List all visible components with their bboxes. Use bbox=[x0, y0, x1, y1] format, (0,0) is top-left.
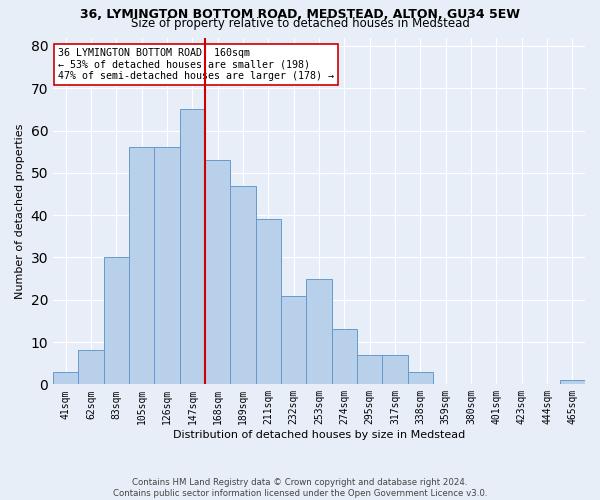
X-axis label: Distribution of detached houses by size in Medstead: Distribution of detached houses by size … bbox=[173, 430, 465, 440]
Bar bbox=[382, 354, 407, 384]
Bar bbox=[407, 372, 433, 384]
Bar bbox=[154, 148, 179, 384]
Text: Size of property relative to detached houses in Medstead: Size of property relative to detached ho… bbox=[131, 18, 469, 30]
Bar bbox=[104, 258, 129, 384]
Text: 36 LYMINGTON BOTTOM ROAD: 160sqm
← 53% of detached houses are smaller (198)
47% : 36 LYMINGTON BOTTOM ROAD: 160sqm ← 53% o… bbox=[58, 48, 334, 81]
Bar bbox=[205, 160, 230, 384]
Bar bbox=[281, 296, 307, 384]
Bar bbox=[256, 220, 281, 384]
Text: 36, LYMINGTON BOTTOM ROAD, MEDSTEAD, ALTON, GU34 5EW: 36, LYMINGTON BOTTOM ROAD, MEDSTEAD, ALT… bbox=[80, 8, 520, 20]
Bar bbox=[332, 330, 357, 384]
Bar bbox=[53, 372, 79, 384]
Bar bbox=[79, 350, 104, 384]
Bar bbox=[129, 148, 154, 384]
Text: Contains HM Land Registry data © Crown copyright and database right 2024.
Contai: Contains HM Land Registry data © Crown c… bbox=[113, 478, 487, 498]
Y-axis label: Number of detached properties: Number of detached properties bbox=[15, 123, 25, 298]
Bar bbox=[307, 278, 332, 384]
Bar bbox=[357, 354, 382, 384]
Bar bbox=[230, 186, 256, 384]
Bar bbox=[179, 110, 205, 384]
Bar bbox=[560, 380, 585, 384]
